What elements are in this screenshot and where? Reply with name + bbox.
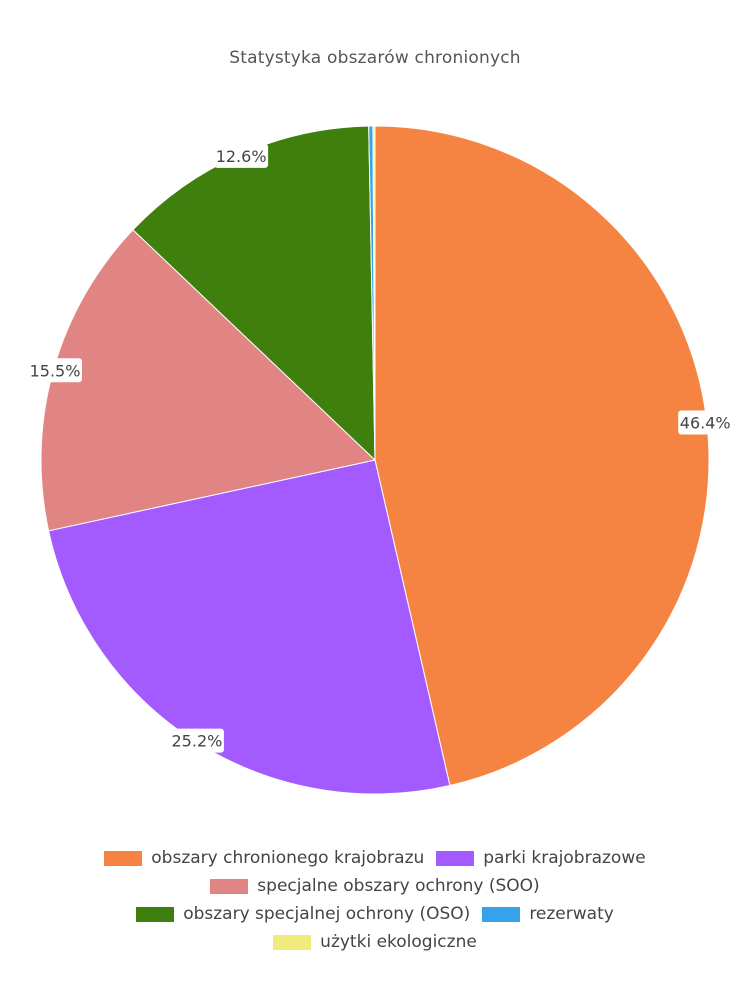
legend-item-oso[interactable]: obszary specjalnej ochrony (OSO) xyxy=(136,904,470,924)
legend-item-uzytki-ekologiczne[interactable]: użytki ekologiczne xyxy=(273,932,477,952)
legend-label: obszary specjalnej ochrony (OSO) xyxy=(183,904,471,924)
data-label-box xyxy=(678,410,733,435)
data-label-0: 46.4% xyxy=(678,410,733,435)
legend-swatch xyxy=(104,850,143,866)
legend-label: rezerwaty xyxy=(529,904,614,924)
legend-row: obszary specjalnej ochrony (OSO) rezerwa… xyxy=(0,900,750,928)
data-label-text: 12.6% xyxy=(216,147,267,166)
data-label-box xyxy=(169,728,224,753)
legend-swatch xyxy=(210,878,249,894)
data-label-text: 46.4% xyxy=(680,413,731,432)
legend-item-rezerwaty[interactable]: rezerwaty xyxy=(482,904,614,924)
data-label-text: 25.2% xyxy=(172,732,223,751)
legend-row: obszary chronionego krajobrazu parki kra… xyxy=(0,844,750,872)
legend-swatch xyxy=(436,850,475,866)
chart-title: Statystyka obszarów chronionych xyxy=(229,48,521,68)
data-label-2: 15.5% xyxy=(28,358,83,383)
legend-swatch xyxy=(273,934,312,950)
legend-label: parki krajobrazowe xyxy=(483,848,646,868)
data-label-1: 25.2% xyxy=(169,728,224,753)
data-label-box xyxy=(214,143,269,168)
legend-label: specjalne obszary ochrony (SOO) xyxy=(257,876,540,896)
legend-label: obszary chronionego krajobrazu xyxy=(151,848,425,868)
pie-slice-5[interactable] xyxy=(372,125,376,461)
legend-item-obszary-chronionego-krajobrazu[interactable]: obszary chronionego krajobrazu xyxy=(104,848,424,868)
data-label-text: 15.5% xyxy=(30,361,81,380)
data-label-box xyxy=(28,358,83,383)
legend-swatch xyxy=(136,906,175,922)
legend-swatch xyxy=(482,906,521,922)
legend-item-parki-krajobrazowe[interactable]: parki krajobrazowe xyxy=(436,848,646,868)
legend-row: użytki ekologiczne xyxy=(0,928,750,956)
pie-chart: 46.4% 25.2% 15.5% 12.6% xyxy=(28,125,733,795)
legend-row: specjalne obszary ochrony (SOO) xyxy=(0,872,750,900)
legend: obszary chronionego krajobrazu parki kra… xyxy=(0,844,750,956)
legend-item-soo[interactable]: specjalne obszary ochrony (SOO) xyxy=(210,876,540,896)
data-label-3: 12.6% xyxy=(214,143,269,168)
legend-label: użytki ekologiczne xyxy=(320,932,477,952)
